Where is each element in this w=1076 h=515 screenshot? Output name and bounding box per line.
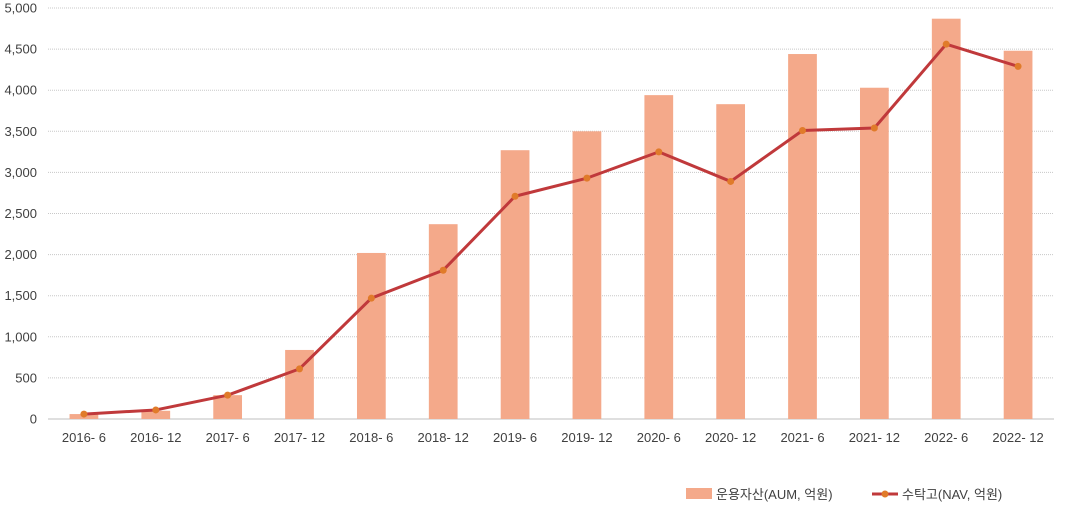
- point-nav: [296, 365, 303, 373]
- x-tick-label: 2021- 6: [780, 430, 824, 445]
- y-tick-label: 3,500: [4, 124, 37, 139]
- y-tick-label: 2,500: [4, 206, 37, 221]
- point-nav: [583, 174, 591, 182]
- x-tick-label: 2019- 12: [561, 430, 612, 445]
- point-nav: [799, 126, 806, 134]
- y-tick-label: 3,000: [4, 165, 37, 180]
- bar-aum: [788, 54, 817, 419]
- x-tick-label: 2016- 6: [62, 430, 106, 445]
- bar-aum: [356, 252, 386, 419]
- x-tick-label: 2016- 12: [130, 430, 181, 445]
- legend: 운용자산(AUM, 억원) 수탁고(NAV, 억원): [686, 487, 1002, 502]
- point-nav: [367, 294, 375, 302]
- y-tick-label: 0: [30, 412, 37, 427]
- y-tick-label: 1,000: [4, 329, 37, 344]
- y-tick-label: 2,000: [4, 247, 37, 262]
- gridlines: [48, 7, 1054, 420]
- x-tick-label: 2018- 12: [418, 430, 469, 445]
- y-tick-label: 5,000: [4, 1, 37, 16]
- legend-label-nav: 수탁고(NAV, 억원): [902, 487, 1002, 502]
- x-axis: 2016- 6 2016- 12 2017- 6 2017- 12 2018- 6 201…: [62, 430, 1044, 445]
- bar-aum: [859, 87, 889, 419]
- x-tick-label: 2018- 6: [349, 430, 393, 445]
- bar-aum: [213, 395, 243, 419]
- point-nav: [511, 192, 519, 200]
- point-nav: [655, 148, 663, 156]
- bar-aum: [141, 410, 171, 419]
- bar-series: [69, 18, 1033, 420]
- point-nav: [870, 124, 878, 132]
- bar-aum: [500, 150, 530, 419]
- line-nav: [82, 42, 1020, 416]
- x-tick-label: 2021- 12: [849, 430, 900, 445]
- bar-aum: [428, 224, 458, 419]
- point-nav: [1014, 62, 1022, 70]
- line-series: [80, 40, 1022, 418]
- bar-aum: [931, 18, 961, 419]
- x-tick-label: 2019- 6: [493, 430, 537, 445]
- point-nav: [727, 177, 735, 185]
- point-nav: [80, 410, 88, 418]
- bar-aum: [644, 95, 674, 419]
- y-tick-label: 4,500: [4, 42, 37, 57]
- legend-label-aum: 운용자산(AUM, 억원): [716, 487, 833, 502]
- x-tick-label: 2020- 6: [637, 430, 681, 445]
- point-nav: [152, 406, 160, 414]
- y-tick-label: 1,500: [4, 288, 37, 303]
- y-tick-label: 4,000: [4, 83, 37, 98]
- bar-aum: [716, 104, 746, 419]
- point-nav: [224, 391, 232, 399]
- x-tick-label: 2022- 12: [992, 430, 1043, 445]
- x-tick-label: 2017- 6: [206, 430, 250, 445]
- x-tick-label: 2022- 6: [924, 430, 968, 445]
- x-tick-label: 2017- 12: [274, 430, 325, 445]
- point-nav: [439, 266, 447, 274]
- legend-swatch-aum: [686, 488, 712, 499]
- y-axis: 0 500 1,000 1,500 2,000 2,500 3,000 3,500 4,000 4…: [4, 1, 37, 427]
- x-tick-label: 2020- 12: [705, 430, 756, 445]
- point-nav: [942, 40, 950, 48]
- bar-aum: [1003, 50, 1033, 420]
- y-tick-label: 500: [15, 370, 37, 385]
- legend-marker-nav: [881, 490, 889, 498]
